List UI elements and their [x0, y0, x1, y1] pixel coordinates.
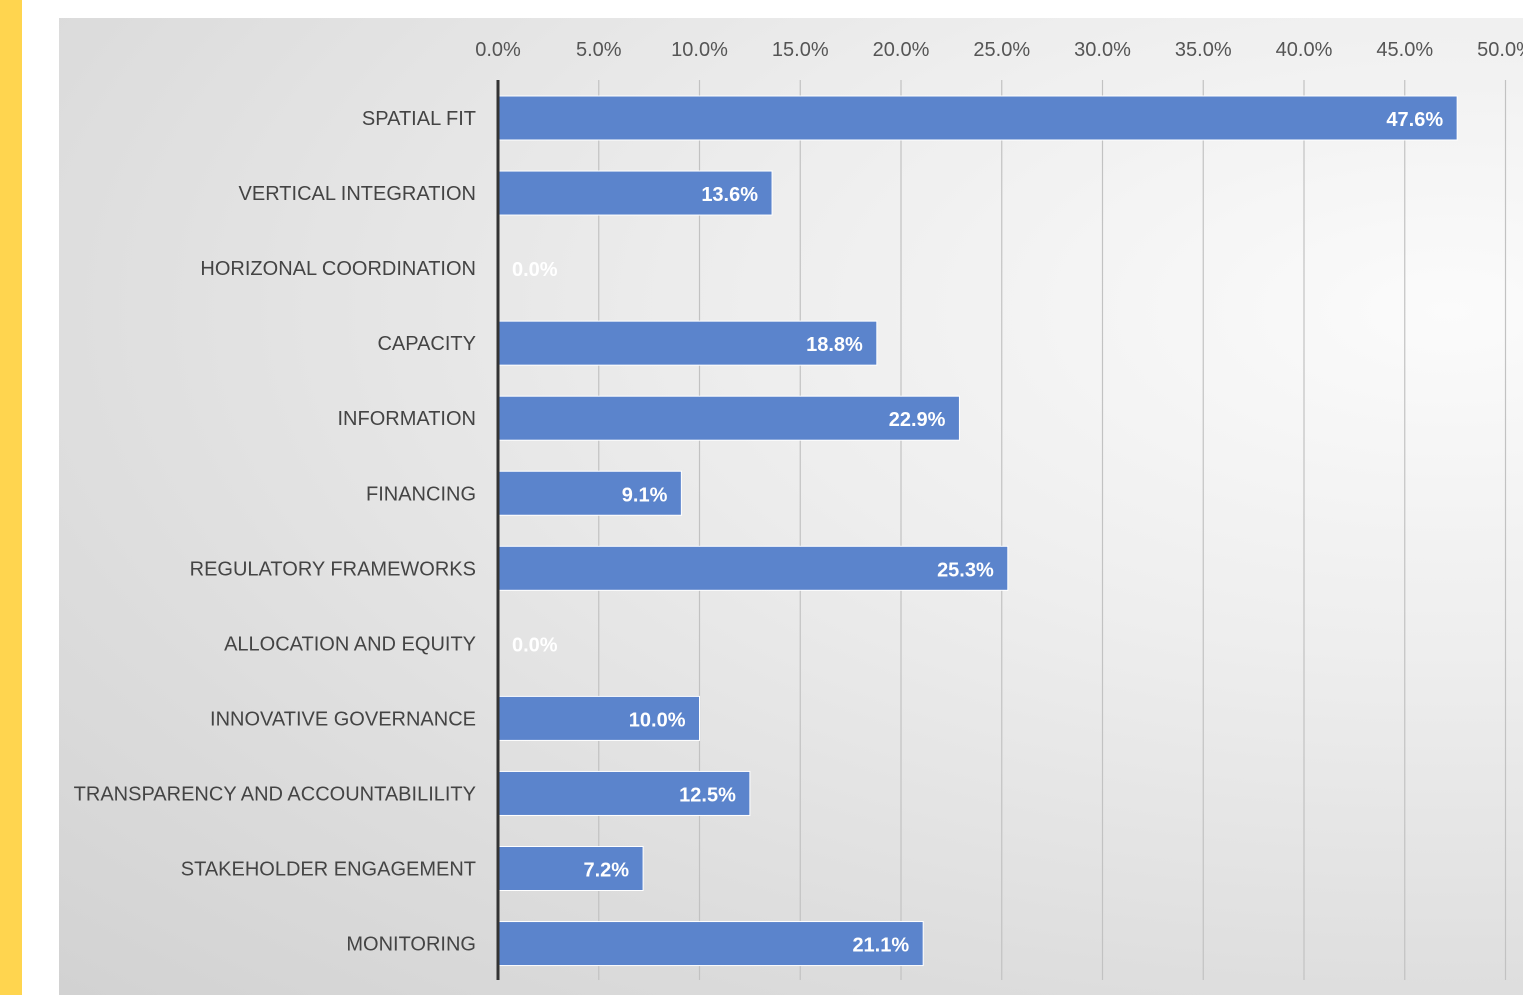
- category-label: REGULATORY FRAMEWORKS: [190, 558, 476, 580]
- gridlines: [598, 80, 1507, 980]
- data-label: 22.9%: [889, 409, 946, 431]
- category-label: TRANSPARENCY AND ACCOUNTABILILITY: [74, 783, 476, 805]
- data-label: 25.3%: [937, 559, 994, 581]
- data-label: 13.6%: [701, 184, 758, 206]
- x-tick-label: 25.0%: [973, 39, 1030, 61]
- chart-area: 0.0% 5.0% 10.0% 15.0% 20.0% 25.0% 30.0% 35.0% 40…: [59, 18, 1523, 995]
- data-labels: 47.6% 13.6% 0.0% 18.8% 22.9% 9.1% 25.3% 0.0% 10.…: [512, 109, 1443, 957]
- category-label: VERTICAL INTEGRATION: [239, 183, 476, 205]
- data-label: 12.5%: [679, 784, 736, 806]
- data-label: 21.1%: [852, 935, 909, 957]
- data-label: 9.1%: [622, 484, 668, 506]
- category-label: CAPACITY: [377, 333, 476, 355]
- data-label: 7.2%: [583, 860, 629, 882]
- x-tick-label: 20.0%: [873, 39, 930, 61]
- category-label: INFORMATION: [337, 408, 476, 430]
- category-label: ALLOCATION AND EQUITY: [224, 633, 476, 655]
- category-label: STAKEHOLDER ENGAGEMENT: [181, 859, 476, 881]
- x-tick-label: 10.0%: [671, 39, 728, 61]
- data-label: 0.0%: [512, 634, 558, 656]
- bar-chart: 0.0% 5.0% 10.0% 15.0% 20.0% 25.0% 30.0% 35.0% 40…: [74, 39, 1523, 980]
- accent-bar: [0, 0, 22, 995]
- bar: [497, 921, 924, 967]
- x-tick-label: 15.0%: [772, 39, 829, 61]
- category-label: MONITORING: [346, 934, 476, 956]
- x-tick-label: 40.0%: [1276, 39, 1333, 61]
- x-tick-label: 50.0%: [1477, 39, 1523, 61]
- data-label: 10.0%: [629, 709, 686, 731]
- category-labels: SPATIAL FIT VERTICAL INTEGRATION HORIZONAL…: [74, 108, 476, 956]
- x-tick-label: 45.0%: [1376, 39, 1433, 61]
- data-label: 47.6%: [1386, 109, 1443, 131]
- category-label: SPATIAL FIT: [362, 108, 476, 130]
- x-tick-label: 0.0%: [475, 39, 521, 61]
- bar: [497, 846, 644, 891]
- bars: [497, 95, 1458, 967]
- data-label: 0.0%: [512, 259, 558, 281]
- data-label: 18.8%: [806, 334, 863, 356]
- x-axis-tick-labels: 0.0% 5.0% 10.0% 15.0% 20.0% 25.0% 30.0% 35.0% 40…: [475, 39, 1523, 61]
- bar: [497, 170, 773, 216]
- bar: [497, 95, 1458, 141]
- x-tick-label: 30.0%: [1074, 39, 1131, 61]
- x-tick-label: 35.0%: [1175, 39, 1232, 61]
- category-label: HORIZONAL COORDINATION: [200, 258, 476, 280]
- bar: [497, 545, 1009, 591]
- x-tick-label: 5.0%: [576, 39, 622, 61]
- category-label: FINANCING: [366, 483, 476, 505]
- category-label: INNOVATIVE GOVERNANCE: [210, 708, 476, 730]
- bar: [497, 770, 751, 816]
